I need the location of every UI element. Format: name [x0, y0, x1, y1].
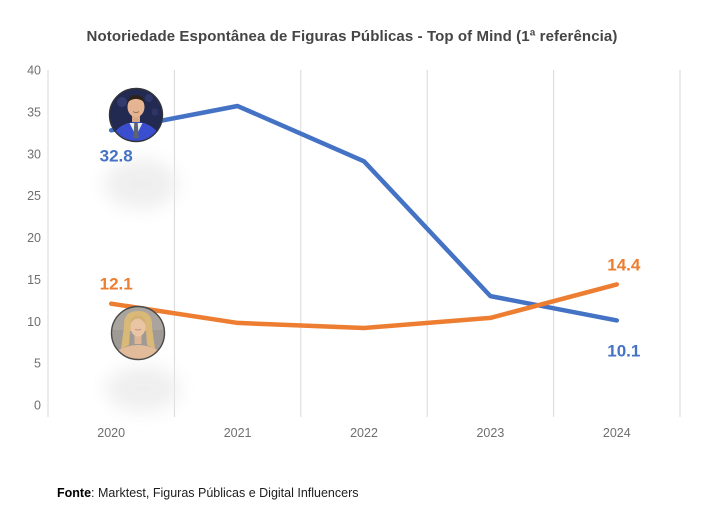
blue-male-figure-end_label: 10.1	[607, 341, 640, 360]
y-tick-label: 5	[34, 357, 41, 371]
y-tick-label: 15	[27, 273, 41, 287]
female-figure-avatar	[110, 305, 166, 361]
gridlines-layer	[47, 70, 681, 417]
orange-female-figure-end_label: 14.4	[607, 255, 641, 274]
x-tick-label: 2023	[476, 426, 504, 440]
avatar-shadow	[104, 159, 178, 209]
orange-female-figure-start_label: 12.1	[100, 275, 133, 294]
y-tick-label: 30	[27, 147, 41, 161]
y-tick-label: 20	[27, 231, 41, 245]
y-tick-label: 10	[27, 315, 41, 329]
chart-title: Notoriedade Espontânea de Figuras Públic…	[86, 28, 618, 45]
data-labels-layer: 32.8 10.1 12.1 14.4	[100, 146, 641, 360]
y-axis-labels: 0 5 10 15 20 25 30 35 40	[27, 64, 41, 413]
blue-male-figure-line	[108, 103, 620, 323]
x-axis-labels: 2020 2021 2022 2023 2024	[97, 426, 630, 440]
y-tick-label: 25	[27, 189, 41, 203]
orange-female-figure-line	[108, 282, 620, 331]
y-tick-label: 35	[27, 105, 41, 119]
x-tick-label: 2020	[97, 426, 125, 440]
avatar-shadow	[106, 366, 180, 412]
y-tick-label: 0	[34, 399, 41, 413]
x-tick-label: 2021	[224, 426, 252, 440]
y-tick-label: 40	[27, 64, 41, 78]
source-text: : Marktest, Figuras Públicas e Digital I…	[91, 486, 359, 500]
source-note: Fonte: Marktest, Figuras Públicas e Digi…	[57, 486, 359, 500]
blue-male-figure-start_label: 32.8	[100, 146, 133, 165]
x-tick-label: 2022	[350, 426, 378, 440]
series-lines-layer	[108, 103, 620, 331]
male-figure-avatar	[108, 87, 164, 143]
x-tick-label: 2024	[603, 426, 631, 440]
source-label: Fonte	[57, 486, 92, 500]
